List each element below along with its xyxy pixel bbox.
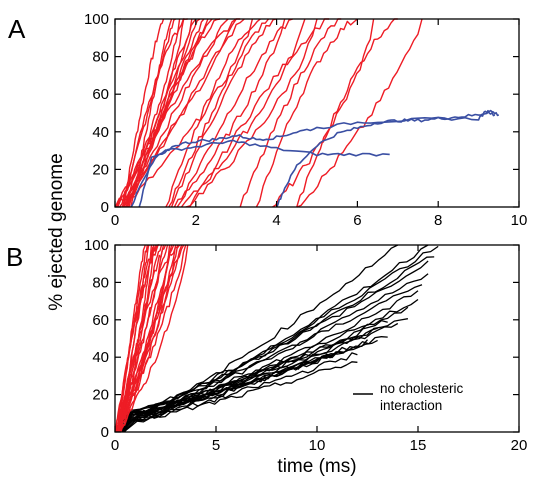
panel-a-red-curve [118, 18, 201, 208]
panel-a-red-curve [173, 18, 286, 208]
panel-a-y-tick-label: 100 [84, 11, 109, 28]
panel-a-red-curves [114, 18, 423, 208]
panel-a-red-curve [168, 18, 270, 208]
panel-b-black-curve [119, 244, 399, 433]
panel-b-red-curve [120, 244, 179, 433]
panel-a-x-tick-label: 10 [511, 212, 528, 229]
panel-b-legend: no cholesteric interaction [353, 381, 464, 413]
panel-b-y-tick-label: 60 [92, 312, 109, 329]
panel-a-y-tick-label: 60 [92, 86, 109, 103]
panel-label-a: A [8, 14, 26, 44]
panel-b-red-curve [115, 244, 185, 433]
panel-a-y-tick-label: 20 [92, 161, 109, 178]
panel-a-y-tick-label: 0 [101, 199, 109, 216]
panel-b-y-tick-label: 100 [84, 237, 109, 254]
panel-a-blue-curve [130, 109, 496, 208]
panel-a-red-curve [189, 18, 330, 208]
panel-b-black-curve [123, 244, 429, 433]
panel-a-red-curve [114, 18, 237, 208]
panel-a-red-curve [176, 18, 294, 208]
legend-label-line-2: interaction [380, 398, 442, 413]
panel-a-x-tick-label: 6 [353, 212, 361, 229]
panel-a-x-tick-label: 2 [192, 212, 200, 229]
panel-b-black-curve [119, 361, 358, 433]
panel-b-y-tick-label: 20 [92, 387, 109, 404]
panel-a-red-curve [239, 18, 342, 208]
panel-a-y-tick-label: 40 [92, 124, 109, 141]
panel-b-y-tick-label: 80 [92, 274, 109, 291]
panel-b-black-curve [118, 352, 358, 433]
panel-b-ticks: 0 5 10 15 20 0 20 40 60 80 100 [84, 237, 527, 454]
panel-b-x-tick-label: 10 [309, 437, 326, 454]
panel-a-red-curve [272, 18, 375, 208]
panel-b-red-curves [114, 244, 189, 433]
panel-a-plot-frame [114, 18, 520, 208]
panel-a-x-tick-label: 4 [272, 212, 280, 229]
panel-b: 0 5 10 15 20 0 20 40 60 80 100 no cholesteric inte… [84, 237, 527, 454]
panel-b-red-curve [114, 244, 177, 433]
panel-b-black-curve [117, 290, 419, 433]
panel-a-blue-curves [130, 109, 500, 208]
panel-a-red-curve [117, 18, 241, 208]
panel-b-x-tick-label: 15 [410, 437, 427, 454]
panel-a-x-tick-label: 8 [434, 212, 442, 229]
panel-b-x-tick-label: 20 [511, 437, 528, 454]
panel-a-x-tick-label: 0 [111, 212, 119, 229]
panel-b-black-curves [114, 244, 439, 433]
panel-b-red-curve [114, 244, 160, 433]
panel-a-red-curve [122, 18, 165, 208]
panel-a-red-curve [170, 18, 277, 208]
panel-label-b: B [6, 242, 23, 272]
x-axis-label: time (ms) [277, 456, 356, 477]
panel-a-red-curve [122, 18, 188, 208]
panel-b-red-curve [117, 244, 183, 433]
panel-a-red-curve [123, 18, 213, 208]
panel-a-red-curve [122, 18, 245, 208]
panel-b-black-curve [123, 273, 429, 433]
legend-label-line-1: no cholesteric [380, 381, 464, 396]
panel-b-x-tick-label: 5 [212, 437, 220, 454]
y-axis-label: % ejected genome [46, 153, 67, 310]
panel-a-red-curve [122, 18, 254, 208]
panel-b-black-curve [119, 306, 409, 433]
panel-b-black-curve [114, 245, 439, 433]
panel-b-red-curve [116, 244, 181, 433]
panel-b-x-tick-label: 0 [111, 437, 119, 454]
panel-a-red-curve [255, 18, 358, 208]
panel-b-red-curve [114, 244, 187, 433]
panel-a-red-curve [165, 18, 261, 208]
panel-a-y-tick-label: 80 [92, 49, 109, 66]
panel-b-red-curve [117, 244, 189, 433]
panel-a-red-curve [126, 18, 221, 208]
panel-a-red-curve [296, 18, 398, 208]
panel-b-y-tick-label: 0 [101, 424, 109, 441]
panel-b-y-tick-label: 40 [92, 349, 109, 366]
panel-b-red-curve [118, 244, 167, 433]
panel-a-blue-curve [275, 109, 500, 208]
